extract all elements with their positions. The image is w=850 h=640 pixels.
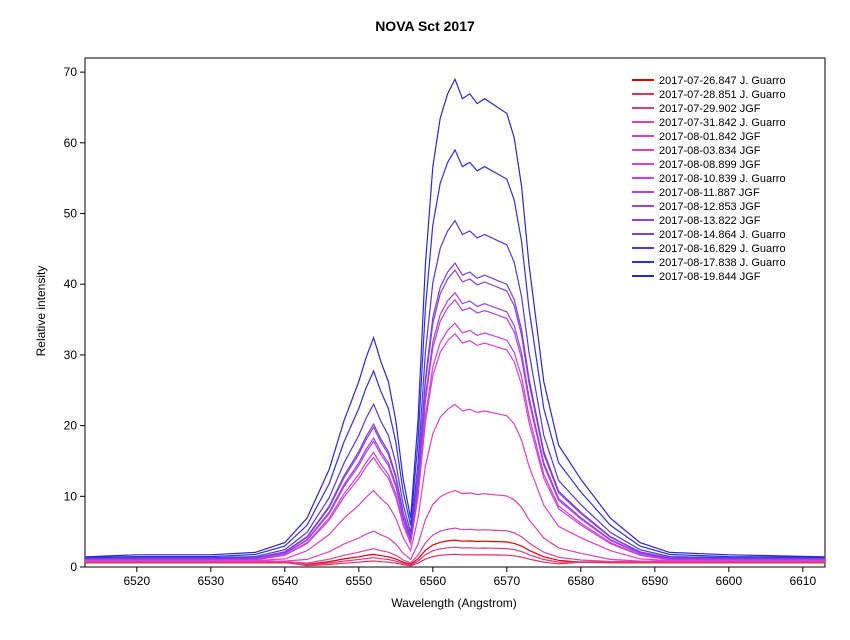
y-tick-label: 60	[64, 136, 78, 150]
y-tick-label: 0	[70, 560, 77, 574]
x-tick-label: 6550	[345, 574, 372, 588]
x-tick-label: 6560	[419, 574, 446, 588]
x-tick-label: 6520	[123, 574, 150, 588]
axes: 6520 6530 6540 6550 6560 6570 6580 6590 6600 6610…	[64, 65, 817, 588]
series-line	[85, 291, 825, 560]
legend-label: 2017-08-11.887 JGF	[659, 187, 760, 199]
y-tick-label: 70	[64, 65, 78, 79]
y-tick-label: 30	[64, 348, 78, 362]
legend-label: 2017-08-01.842 JGF	[659, 131, 761, 143]
series-line	[85, 489, 825, 562]
chart-title: NOVA Sct 2017	[375, 18, 475, 34]
legend-label: 2017-08-08.899 JGF	[659, 159, 761, 171]
x-tick-label: 6530	[197, 574, 224, 588]
legend: 2017-07-26.847 J. Guarro 2017-07-28.851 J…	[632, 75, 786, 283]
series-line	[85, 148, 825, 558]
x-axis-label: Wavelength (Angstrom)	[391, 596, 517, 610]
legend-label: 2017-08-13.822 JGF	[659, 215, 761, 227]
legend-label: 2017-07-26.847 J. Guarro	[659, 75, 786, 87]
legend-label: 2017-07-29.902 JGF	[659, 103, 761, 115]
legend-label: 2017-08-10.839 J. Guarro	[659, 173, 786, 185]
series-line	[85, 403, 825, 562]
series-line	[85, 261, 825, 559]
series-line	[85, 298, 825, 561]
legend-label: 2017-08-16.829 J. Guarro	[659, 243, 786, 255]
series-line	[85, 527, 825, 564]
series-line	[85, 539, 825, 565]
legend-label: 2017-08-19.844 JGF	[659, 271, 761, 283]
series-line	[85, 332, 825, 561]
series-line	[85, 546, 825, 566]
x-tick-label: 6610	[789, 574, 816, 588]
legend-label: 2017-07-28.851 J. Guarro	[659, 89, 786, 101]
x-tick-label: 6570	[493, 574, 520, 588]
plot-area	[84, 57, 826, 568]
legend-label: 2017-08-17.838 J. Guarro	[659, 257, 786, 269]
series-line	[85, 269, 825, 560]
series-line	[85, 77, 825, 558]
y-tick-label: 40	[64, 277, 78, 291]
legend-label: 2017-07-31.842 J. Guarro	[659, 117, 786, 129]
legend-label: 2017-08-03.834 JGF	[659, 145, 761, 157]
y-tick-label: 10	[64, 489, 78, 503]
y-tick-label: 20	[64, 419, 78, 433]
series-line	[85, 219, 825, 559]
y-axis-label: Relative intensity	[34, 266, 48, 357]
x-tick-label: 6540	[271, 574, 298, 588]
legend-label: 2017-08-12.853 JGF	[659, 201, 761, 213]
series-line	[85, 553, 825, 567]
x-tick-label: 6590	[641, 574, 668, 588]
series-group	[85, 77, 825, 567]
legend-label: 2017-08-14.864 J. Guarro	[659, 229, 786, 241]
series-line	[85, 322, 825, 561]
plot-frame	[84, 57, 826, 568]
x-tick-label: 6600	[715, 574, 742, 588]
x-tick-label: 6580	[567, 574, 594, 588]
y-tick-label: 50	[64, 207, 78, 221]
